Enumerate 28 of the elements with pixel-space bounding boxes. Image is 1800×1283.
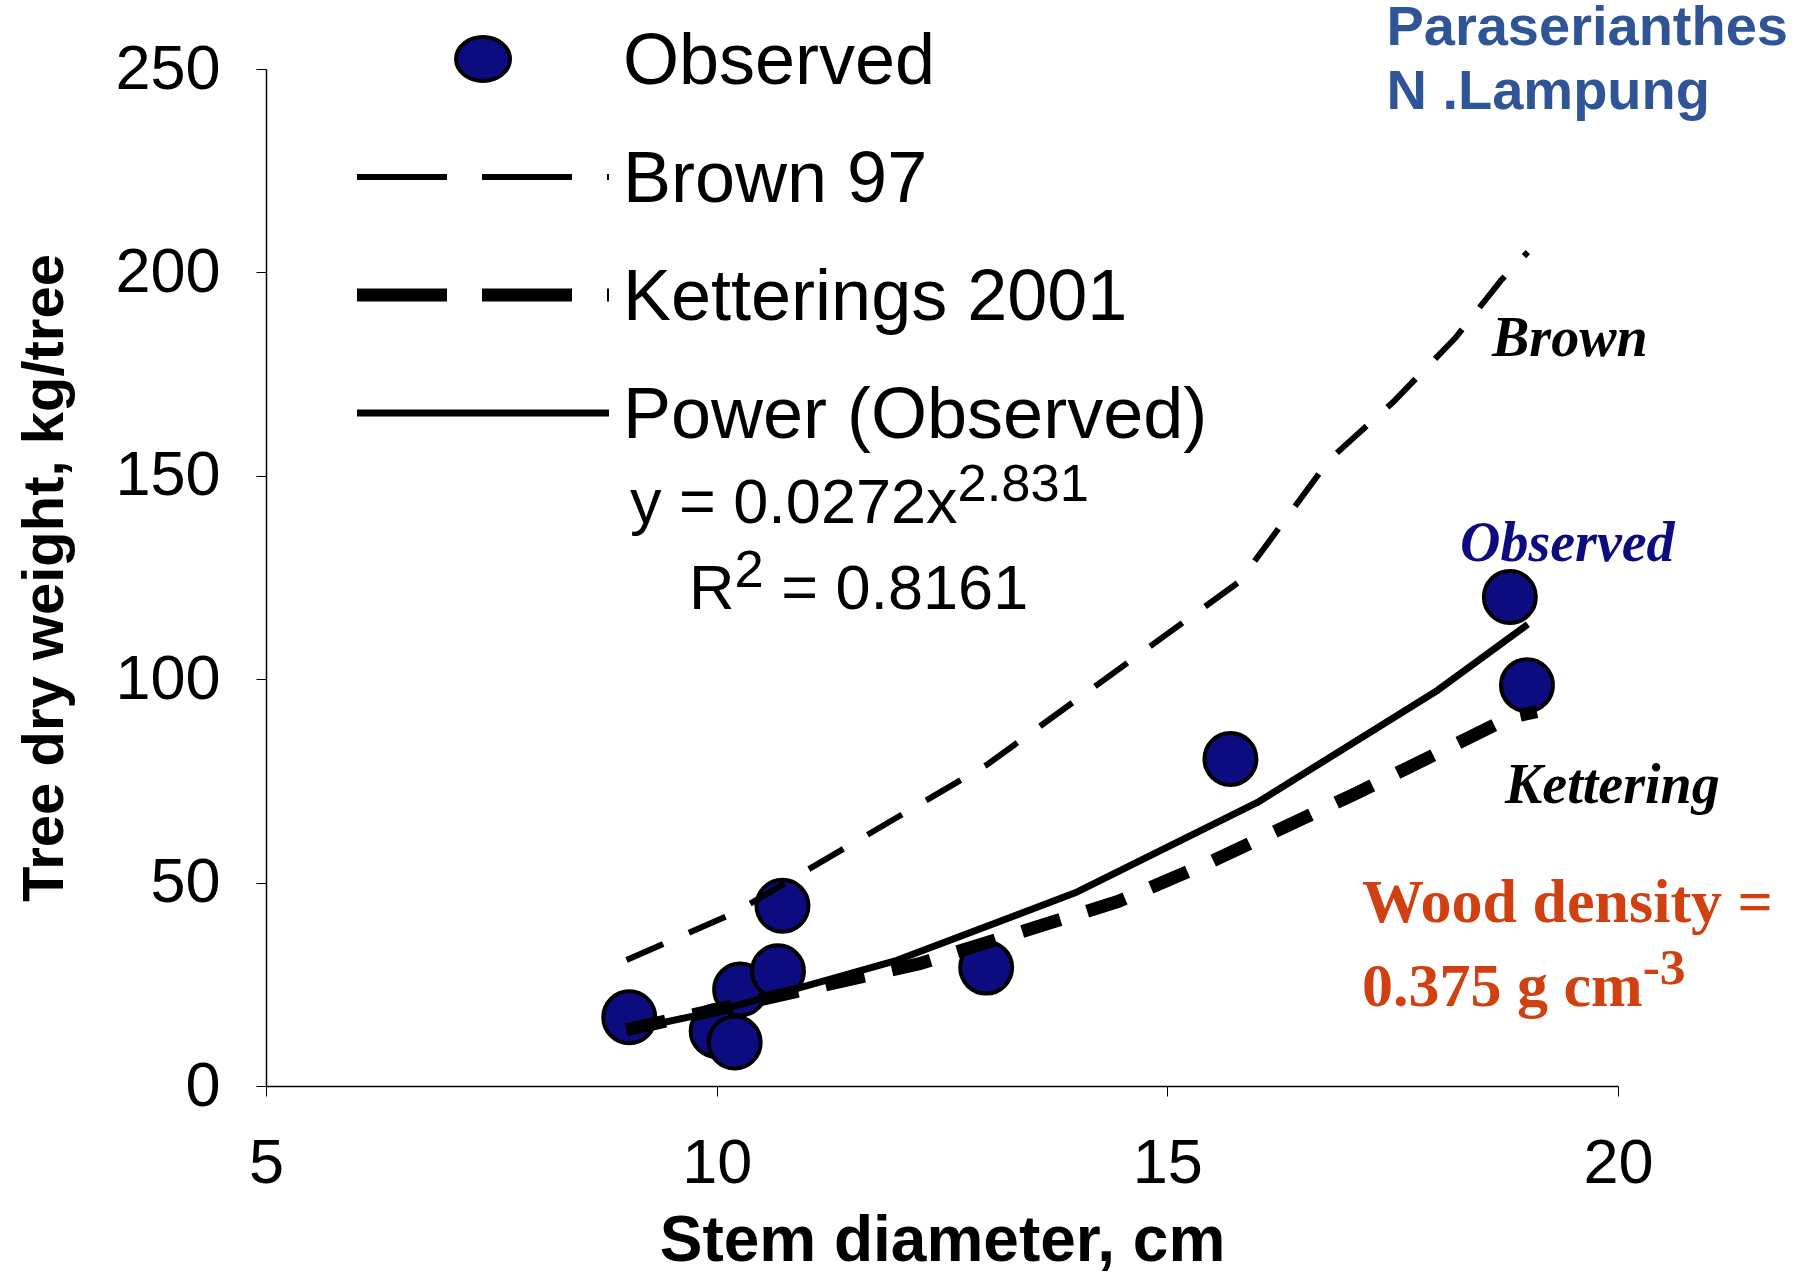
annotation: Brown [1492,305,1648,369]
point [706,1014,763,1071]
annotation: R$^{2}$ = 0.8161 [689,538,1029,623]
y-tick-label: 0 [185,1048,221,1119]
y-tick-label: 250 [115,31,221,102]
y-tick-label: 150 [115,438,221,509]
point [1481,569,1538,625]
legend-label: Brown 97 [623,136,928,218]
x-tick-label: 20 [1583,1125,1654,1196]
x-tick-label: 5 [248,1125,285,1196]
point [754,877,811,934]
legend-label: Observed [623,18,936,100]
point [1202,731,1259,787]
y-tick-label: 100 [115,641,221,712]
chart-title: Paraserianthes N .Lampung [1386,0,1788,123]
x-axis-title: Stem diameter, cm [659,1202,1226,1275]
y-tick-label: 50 [150,845,221,916]
legend-label: Power (Observed) [623,372,1208,454]
x-tick-label: 10 [682,1125,753,1196]
y-tick-label: 200 [115,234,221,305]
annotation: Observed [1460,510,1675,574]
point [1498,657,1555,714]
y-axis-title: Tree dry weight, kg/tree [10,254,76,902]
legend-label: Ketterings 2001 [623,254,1128,336]
annotation: Kettering [1505,752,1720,816]
annotation: y = 0.0272x$^{2.831}$ [630,453,1089,537]
annotation: Wood density = 0.375 g cm$^{-3}$ [1362,866,1774,1021]
x-tick-label: 15 [1132,1125,1203,1196]
